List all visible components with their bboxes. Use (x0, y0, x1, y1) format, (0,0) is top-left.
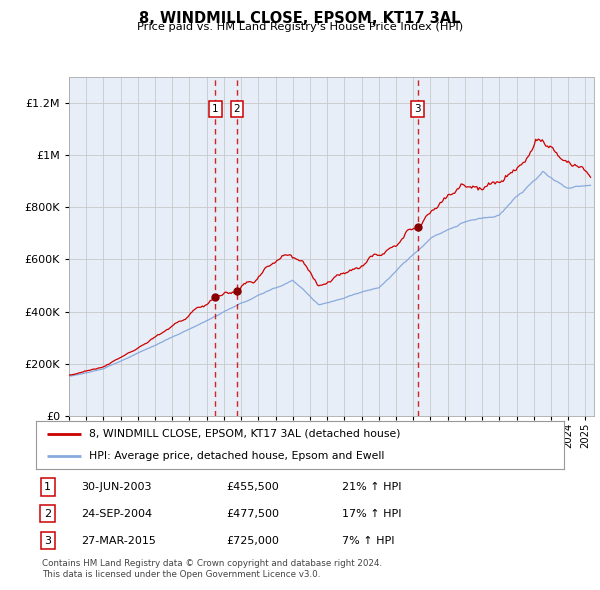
Text: £725,000: £725,000 (226, 536, 279, 546)
Text: 3: 3 (414, 104, 421, 114)
Text: 1: 1 (212, 104, 218, 114)
Text: £477,500: £477,500 (226, 509, 279, 519)
Text: 30-JUN-2003: 30-JUN-2003 (81, 482, 151, 492)
Text: 27-MAR-2015: 27-MAR-2015 (81, 536, 156, 546)
Text: Contains HM Land Registry data © Crown copyright and database right 2024.
This d: Contains HM Land Registry data © Crown c… (42, 559, 382, 579)
Text: HPI: Average price, detached house, Epsom and Ewell: HPI: Average price, detached house, Epso… (89, 451, 384, 461)
Text: 8, WINDMILL CLOSE, EPSOM, KT17 3AL: 8, WINDMILL CLOSE, EPSOM, KT17 3AL (139, 11, 461, 25)
Text: £455,500: £455,500 (226, 482, 279, 492)
Text: 21% ↑ HPI: 21% ↑ HPI (342, 482, 402, 492)
Text: 7% ↑ HPI: 7% ↑ HPI (342, 536, 395, 546)
Text: 17% ↑ HPI: 17% ↑ HPI (342, 509, 402, 519)
Text: 8, WINDMILL CLOSE, EPSOM, KT17 3AL (detached house): 8, WINDMILL CLOSE, EPSOM, KT17 3AL (deta… (89, 429, 400, 439)
Text: 2: 2 (233, 104, 240, 114)
Text: Price paid vs. HM Land Registry's House Price Index (HPI): Price paid vs. HM Land Registry's House … (137, 22, 463, 32)
Text: 1: 1 (44, 482, 51, 492)
Text: 3: 3 (44, 536, 51, 546)
Text: 2: 2 (44, 509, 51, 519)
Text: 24-SEP-2004: 24-SEP-2004 (81, 509, 152, 519)
